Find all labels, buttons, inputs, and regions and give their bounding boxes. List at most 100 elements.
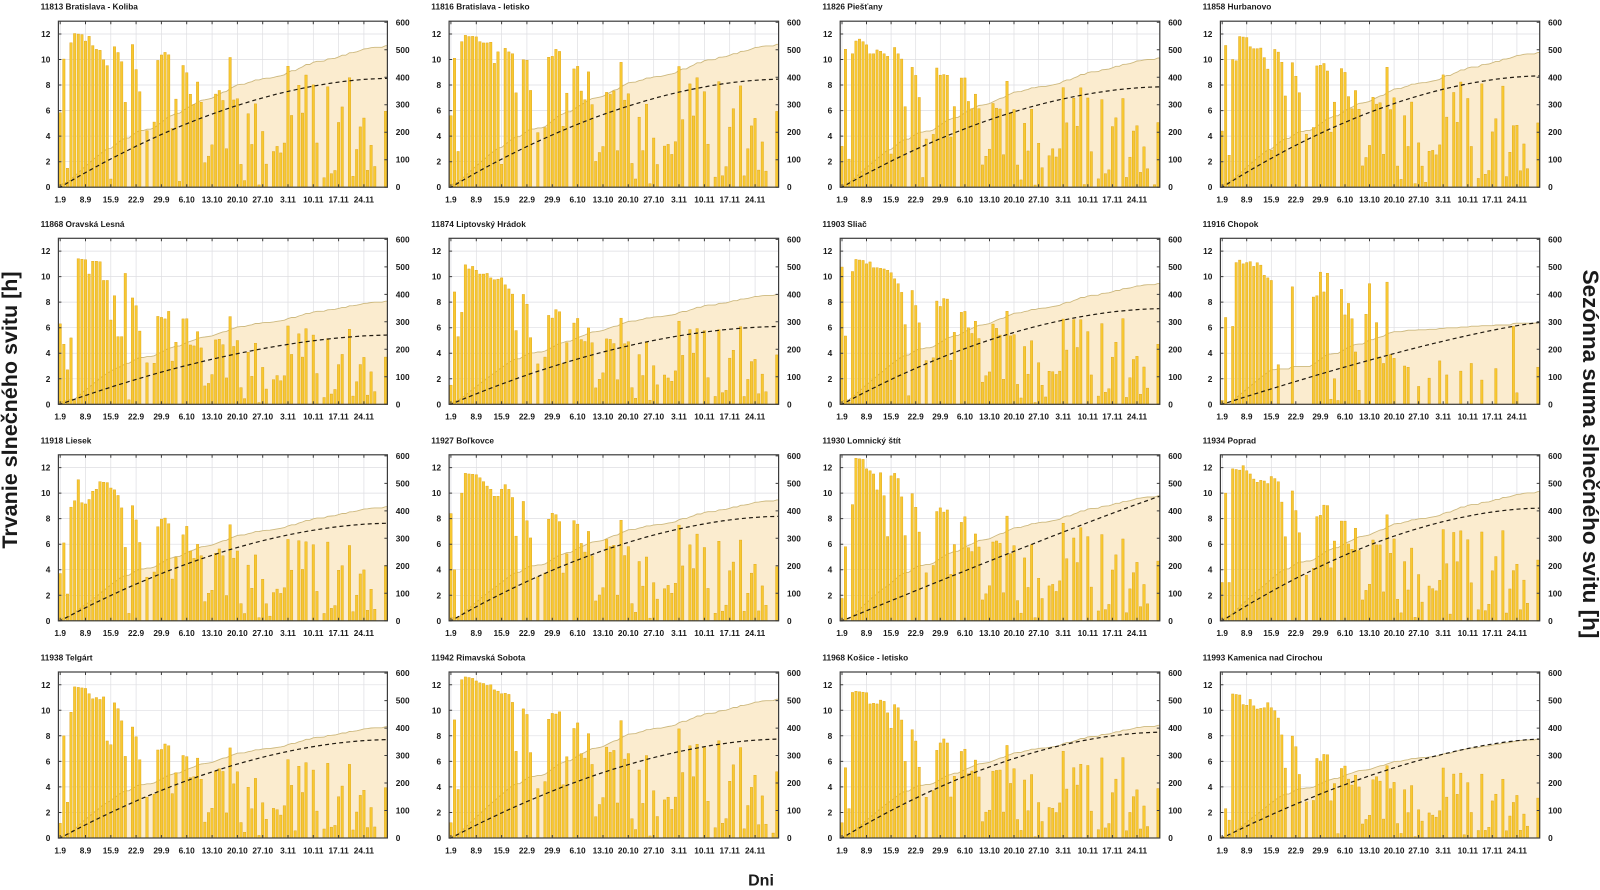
svg-text:200: 200 (1168, 778, 1182, 788)
svg-text:0: 0 (1548, 616, 1553, 626)
svg-text:2: 2 (46, 808, 51, 818)
svg-text:13.10: 13.10 (1359, 195, 1380, 205)
svg-text:17.11: 17.11 (1102, 845, 1123, 855)
svg-text:24.11: 24.11 (745, 195, 766, 205)
svg-text:12: 12 (823, 246, 833, 256)
svg-text:2: 2 (46, 157, 51, 167)
svg-text:8.9: 8.9 (471, 412, 483, 422)
svg-text:15.9: 15.9 (494, 628, 511, 638)
svg-text:17.11: 17.11 (720, 628, 741, 638)
svg-text:15.9: 15.9 (1263, 845, 1280, 855)
svg-text:27.10: 27.10 (643, 412, 664, 422)
svg-text:24.11: 24.11 (1127, 412, 1148, 422)
svg-text:24.11: 24.11 (1507, 845, 1528, 855)
svg-text:11927 Boľkovce: 11927 Boľkovce (431, 435, 494, 445)
svg-text:15.9: 15.9 (103, 628, 120, 638)
svg-text:100: 100 (1548, 806, 1562, 816)
svg-text:17.11: 17.11 (1102, 628, 1123, 638)
svg-text:6: 6 (436, 756, 441, 766)
svg-text:20.10: 20.10 (227, 845, 248, 855)
svg-text:8.9: 8.9 (80, 628, 92, 638)
svg-text:10: 10 (1203, 488, 1213, 498)
svg-text:500: 500 (1168, 696, 1182, 706)
svg-text:0: 0 (828, 833, 833, 843)
svg-text:0: 0 (787, 616, 792, 626)
svg-text:17.11: 17.11 (720, 412, 741, 422)
svg-text:300: 300 (396, 533, 410, 543)
svg-text:600: 600 (1168, 17, 1182, 27)
svg-text:3.11: 3.11 (280, 412, 296, 422)
svg-text:400: 400 (1168, 506, 1182, 516)
svg-text:2: 2 (436, 374, 441, 384)
svg-text:12: 12 (823, 680, 833, 690)
svg-text:29.9: 29.9 (153, 195, 170, 205)
svg-text:0: 0 (828, 182, 833, 192)
svg-text:27.10: 27.10 (1028, 195, 1049, 205)
svg-text:6: 6 (436, 323, 441, 333)
svg-text:20.10: 20.10 (1384, 845, 1405, 855)
svg-text:27.10: 27.10 (643, 195, 664, 205)
svg-text:600: 600 (1168, 234, 1182, 244)
svg-text:100: 100 (1168, 806, 1182, 816)
svg-text:22.9: 22.9 (1288, 628, 1305, 638)
svg-text:15.9: 15.9 (883, 845, 900, 855)
svg-text:400: 400 (787, 506, 801, 516)
svg-text:500: 500 (1548, 45, 1562, 55)
svg-text:3.11: 3.11 (671, 412, 687, 422)
svg-text:8: 8 (436, 80, 441, 90)
svg-text:15.9: 15.9 (494, 195, 511, 205)
svg-text:29.9: 29.9 (544, 412, 561, 422)
svg-text:0: 0 (1548, 399, 1553, 409)
svg-text:10.11: 10.11 (1078, 845, 1099, 855)
svg-text:27.10: 27.10 (1408, 845, 1429, 855)
svg-text:0: 0 (436, 616, 441, 626)
svg-text:400: 400 (1168, 72, 1182, 82)
svg-text:11826 Piešťany: 11826 Piešťany (822, 2, 883, 12)
svg-text:300: 300 (1168, 533, 1182, 543)
svg-text:500: 500 (1548, 696, 1562, 706)
svg-text:8.9: 8.9 (861, 845, 873, 855)
svg-text:6: 6 (828, 323, 833, 333)
svg-text:500: 500 (396, 696, 410, 706)
svg-text:4: 4 (436, 348, 441, 358)
svg-text:1.9: 1.9 (445, 628, 457, 638)
svg-text:400: 400 (396, 723, 410, 733)
svg-text:300: 300 (1548, 751, 1562, 761)
svg-text:13.10: 13.10 (1359, 412, 1380, 422)
svg-text:17.11: 17.11 (1102, 412, 1123, 422)
svg-text:3.11: 3.11 (1435, 412, 1451, 422)
svg-text:0: 0 (396, 616, 401, 626)
svg-text:17.11: 17.11 (328, 195, 349, 205)
svg-text:500: 500 (787, 262, 801, 272)
svg-text:300: 300 (1548, 533, 1562, 543)
svg-text:10.11: 10.11 (303, 628, 324, 638)
svg-text:22.9: 22.9 (519, 195, 536, 205)
svg-text:29.9: 29.9 (544, 628, 561, 638)
svg-text:300: 300 (396, 100, 410, 110)
svg-text:29.9: 29.9 (153, 845, 170, 855)
svg-text:15.9: 15.9 (103, 195, 120, 205)
svg-text:29.9: 29.9 (544, 845, 561, 855)
svg-text:10.11: 10.11 (694, 628, 715, 638)
svg-text:22.9: 22.9 (908, 412, 925, 422)
svg-text:10: 10 (41, 272, 51, 282)
svg-text:24.11: 24.11 (354, 628, 375, 638)
svg-text:10.11: 10.11 (694, 412, 715, 422)
svg-text:27.10: 27.10 (1028, 412, 1049, 422)
svg-text:4: 4 (46, 565, 51, 575)
svg-text:27.10: 27.10 (1408, 195, 1429, 205)
svg-text:600: 600 (1168, 668, 1182, 678)
svg-text:22.9: 22.9 (1288, 412, 1305, 422)
svg-text:4: 4 (46, 782, 51, 792)
svg-text:200: 200 (1548, 778, 1562, 788)
svg-text:6.10: 6.10 (957, 195, 974, 205)
svg-text:11942 Rimavská Sobota: 11942 Rimavská Sobota (431, 653, 525, 663)
svg-text:200: 200 (787, 127, 801, 137)
svg-text:13.10: 13.10 (979, 628, 1000, 638)
svg-text:2: 2 (828, 808, 833, 818)
svg-text:0: 0 (1208, 182, 1213, 192)
svg-text:Trvanie slnečného svitu [h]: Trvanie slnečného svitu [h] (0, 271, 22, 548)
svg-text:300: 300 (787, 751, 801, 761)
svg-text:3.11: 3.11 (1435, 845, 1451, 855)
svg-text:3.11: 3.11 (280, 195, 296, 205)
